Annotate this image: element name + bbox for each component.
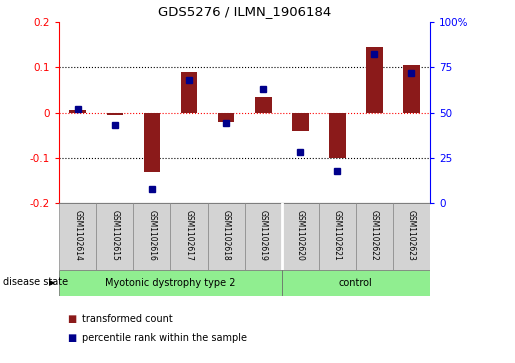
- Text: Myotonic dystrophy type 2: Myotonic dystrophy type 2: [105, 278, 236, 288]
- Bar: [329, 113, 346, 158]
- Bar: [282, 203, 319, 270]
- Bar: [366, 47, 383, 113]
- Text: disease state: disease state: [3, 277, 67, 287]
- Text: control: control: [339, 278, 373, 288]
- Text: GSM1102620: GSM1102620: [296, 210, 305, 261]
- Bar: [181, 72, 197, 113]
- Text: transformed count: transformed count: [82, 314, 173, 325]
- Bar: [133, 203, 170, 270]
- Text: percentile rank within the sample: percentile rank within the sample: [82, 333, 247, 343]
- Text: GSM1102617: GSM1102617: [184, 210, 194, 261]
- Text: GSM1102623: GSM1102623: [407, 210, 416, 261]
- Bar: [292, 113, 308, 131]
- Text: GSM1102622: GSM1102622: [370, 210, 379, 261]
- Text: ■: ■: [67, 314, 76, 325]
- Text: GSM1102614: GSM1102614: [73, 210, 82, 261]
- Text: GSM1102621: GSM1102621: [333, 210, 342, 261]
- Bar: [107, 113, 123, 115]
- Bar: [403, 65, 420, 113]
- Text: ▶: ▶: [49, 278, 56, 287]
- Text: GSM1102618: GSM1102618: [221, 210, 231, 261]
- Title: GDS5276 / ILMN_1906184: GDS5276 / ILMN_1906184: [158, 5, 331, 18]
- Bar: [170, 203, 208, 270]
- Text: GSM1102616: GSM1102616: [147, 210, 157, 261]
- Bar: [208, 203, 245, 270]
- Bar: [96, 203, 133, 270]
- Text: GSM1102619: GSM1102619: [259, 210, 268, 261]
- Bar: [218, 113, 234, 122]
- Bar: [70, 110, 86, 113]
- Bar: [144, 113, 160, 172]
- Bar: [59, 203, 96, 270]
- Bar: [319, 203, 356, 270]
- Bar: [282, 270, 430, 296]
- Text: ■: ■: [67, 333, 76, 343]
- Bar: [393, 203, 430, 270]
- Bar: [245, 203, 282, 270]
- Bar: [255, 97, 271, 113]
- Bar: [59, 270, 282, 296]
- Text: GSM1102615: GSM1102615: [110, 210, 119, 261]
- Bar: [356, 203, 393, 270]
